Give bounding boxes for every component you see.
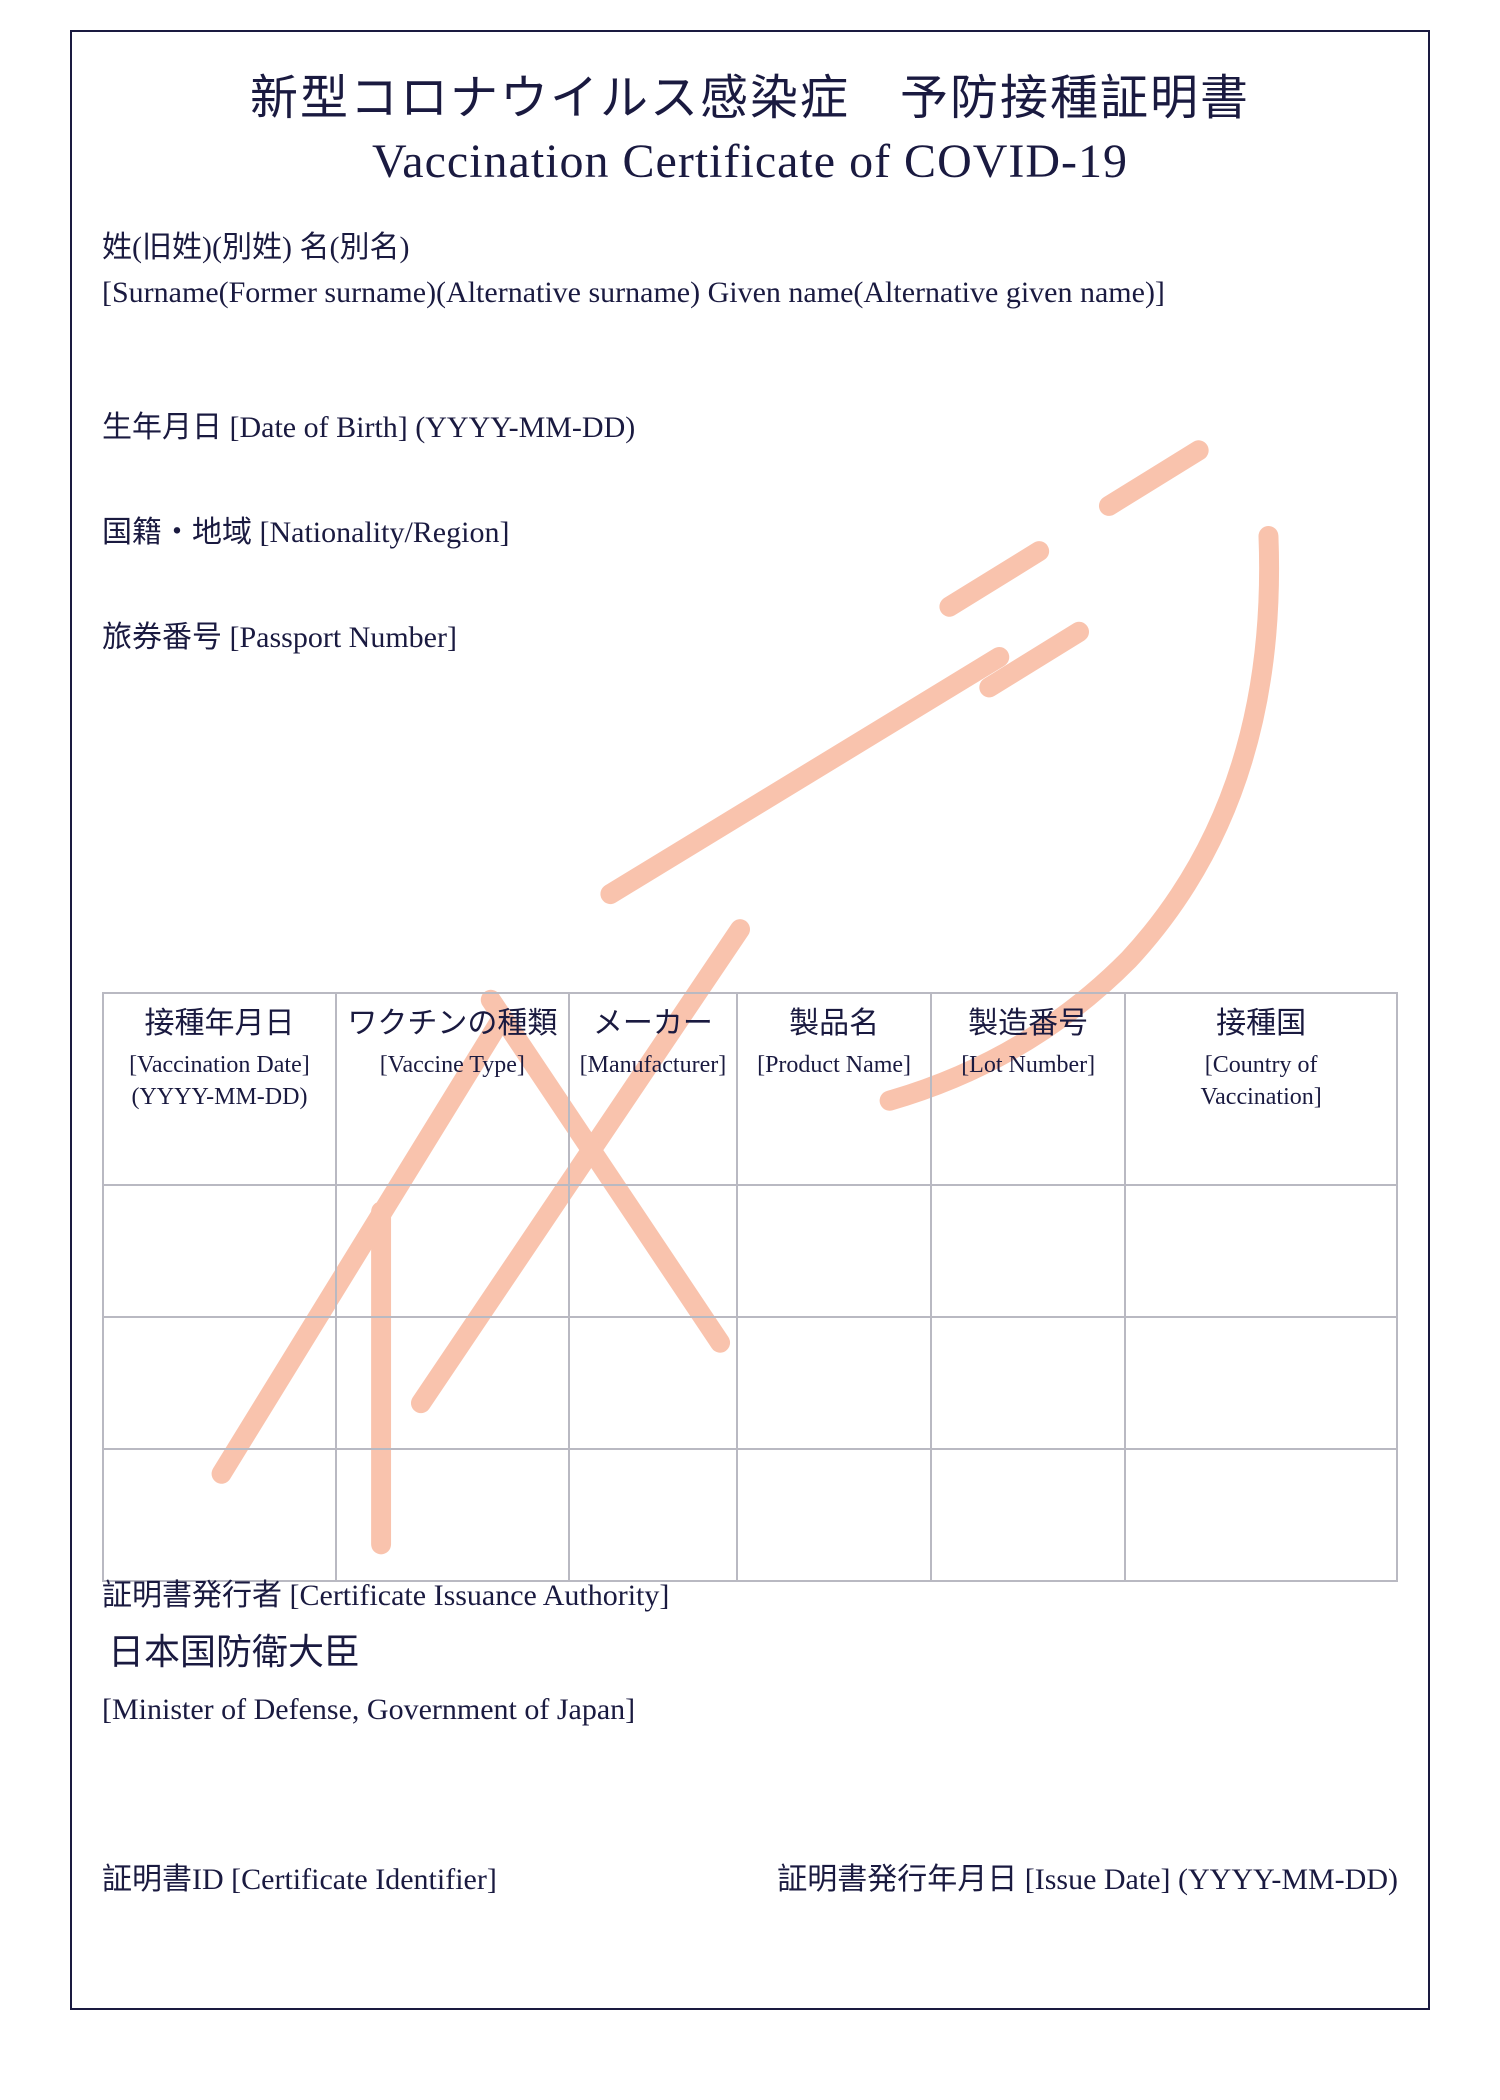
table-header-en: [Vaccine Type] [343, 1049, 562, 1081]
table-row [103, 1185, 1397, 1317]
table-header-cell: 接種国 [Country ofVaccination] [1125, 993, 1397, 1185]
table-header-cell: メーカー [Manufacturer] [569, 993, 737, 1185]
issuer-block: 証明書発行者 [Certificate Issuance Authority] … [102, 1572, 669, 1734]
table-row [103, 1449, 1397, 1581]
table-cell [103, 1449, 336, 1581]
table-cell [569, 1449, 737, 1581]
table-header-en: [Lot Number] [938, 1049, 1118, 1081]
table-cell [569, 1317, 737, 1449]
issuer-value-ja: 日本国防衛大臣 [108, 1624, 669, 1682]
issue-date-label: 証明書発行年月日 [Issue Date] (YYYY-MM-DD) [777, 1854, 1398, 1898]
table-header-cell: 製品名 [Product Name] [737, 993, 931, 1185]
issuer-label: 証明書発行者 [Certificate Issuance Authority] [102, 1572, 669, 1620]
field-name: 姓(旧姓)(別姓) 名(別名) [Surname(Former surname)… [102, 225, 1398, 315]
table-cell [336, 1185, 569, 1317]
table-cell [1125, 1317, 1397, 1449]
table-cell [103, 1185, 336, 1317]
field-passport: 旅券番号 [Passport Number] [102, 615, 1398, 660]
table-header-ja: 接種年月日 [144, 1007, 294, 1040]
table-cell [336, 1449, 569, 1581]
table-header-en: [Manufacturer] [576, 1049, 730, 1081]
title-en: Vaccination Certificate of COVID-19 [102, 134, 1398, 189]
table-row [103, 1317, 1397, 1449]
issuer-value-en: [Minister of Defense, Government of Japa… [102, 1686, 669, 1734]
bottom-row: 証明書ID [Certificate Identifier] 証明書発行年月日 … [102, 1854, 1398, 1898]
table-cell [336, 1317, 569, 1449]
table-cell [931, 1185, 1125, 1317]
field-name-ja: 姓(旧姓)(別姓) 名(別名) [102, 231, 409, 264]
field-dob: 生年月日 [Date of Birth] (YYYY-MM-DD) [102, 405, 1398, 450]
table-cell [103, 1317, 336, 1449]
table-header-ja: 接種国 [1216, 1007, 1306, 1040]
vaccination-table: 接種年月日[Vaccination Date](YYYY-MM-DD)ワクチンの… [102, 992, 1398, 1582]
title-ja: 新型コロナウイルス感染症 予防接種証明書 [102, 58, 1398, 128]
title-block: 新型コロナウイルス感染症 予防接種証明書 Vaccination Certifi… [102, 58, 1398, 189]
table-cell [1125, 1449, 1397, 1581]
table-cell [931, 1449, 1125, 1581]
table-header-row: 接種年月日[Vaccination Date](YYYY-MM-DD)ワクチンの… [103, 993, 1397, 1185]
table-header-ja: ワクチンの種類 [347, 1007, 557, 1040]
table-header-en: [Vaccination Date] [110, 1049, 329, 1081]
table-header-cell: 接種年月日 [Vaccination Date](YYYY-MM-DD) [103, 993, 336, 1185]
table-header-en: [Country of [1132, 1049, 1390, 1081]
table-header-cell: 製造番号 [Lot Number] [931, 993, 1125, 1185]
table-cell [1125, 1185, 1397, 1317]
table-cell [737, 1185, 931, 1317]
field-nationality: 国籍・地域 [Nationality/Region] [102, 510, 1398, 555]
table-cell [737, 1449, 931, 1581]
table-header-ja: 製品名 [789, 1007, 879, 1040]
table-header-ja: メーカー [593, 1007, 713, 1040]
table-header-cell: ワクチンの種類 [Vaccine Type] [336, 993, 569, 1185]
table-header-ja: 製造番号 [968, 1007, 1088, 1040]
table-header-en2: Vaccination] [1132, 1081, 1390, 1113]
table-header-en2: (YYYY-MM-DD) [110, 1081, 329, 1113]
table-header-en: [Product Name] [744, 1049, 924, 1081]
field-name-en: [Surname(Former surname)(Alternative sur… [102, 270, 1398, 315]
table-cell [737, 1317, 931, 1449]
certificate-id-label: 証明書ID [Certificate Identifier] [102, 1854, 497, 1898]
document-frame: 新型コロナウイルス感染症 予防接種証明書 Vaccination Certifi… [70, 30, 1430, 2010]
page: 新型コロナウイルス感染症 予防接種証明書 Vaccination Certifi… [0, 0, 1500, 2100]
table-cell [931, 1317, 1125, 1449]
table-cell [569, 1185, 737, 1317]
